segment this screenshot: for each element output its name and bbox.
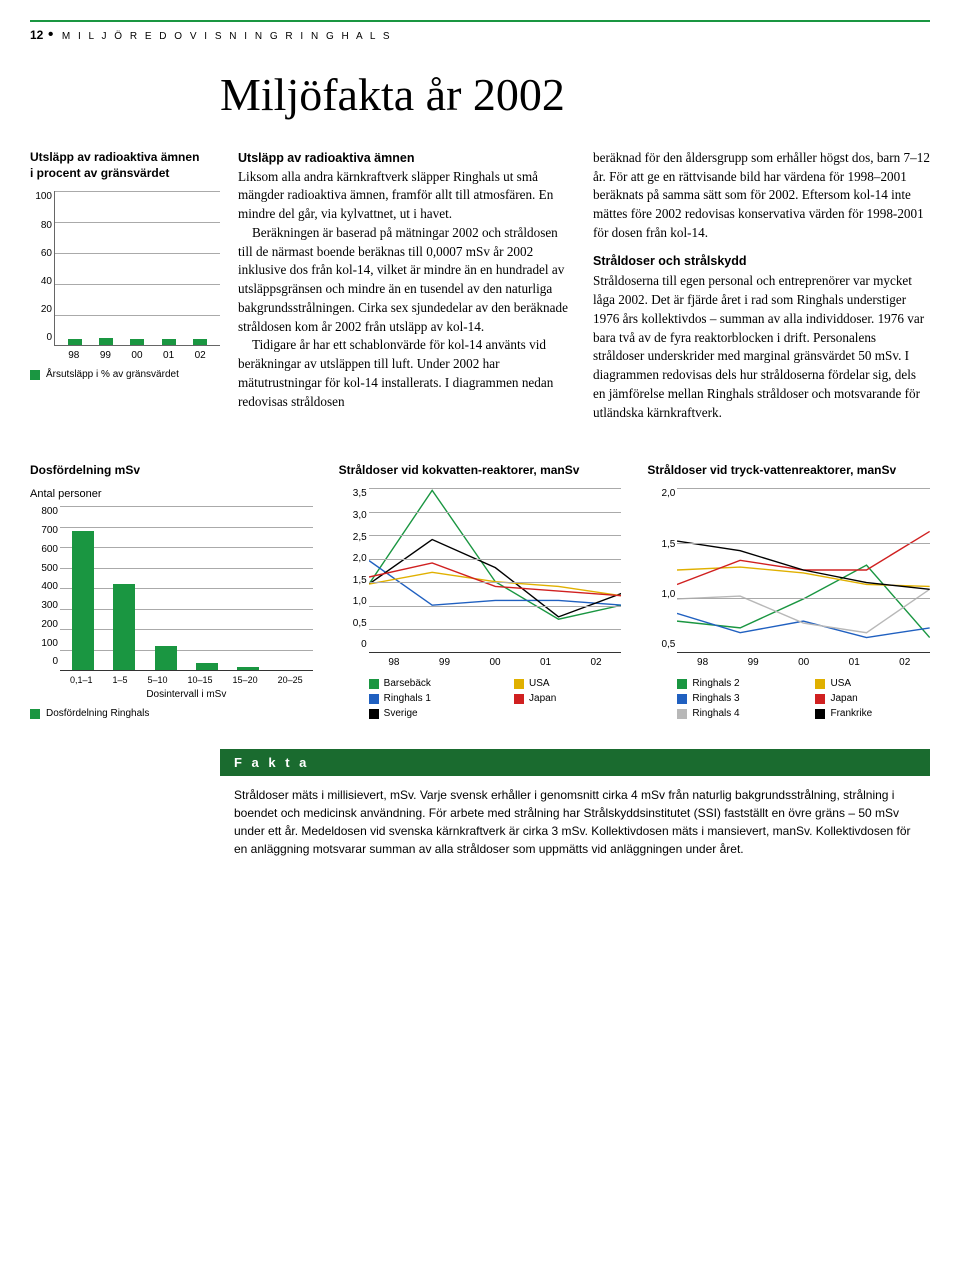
chart3-plotarea [369, 488, 622, 653]
running-title: M I L J Ö R E D O V I S N I N G R I N G … [62, 31, 392, 42]
chart4-yaxis: 2,01,51,00,5 [647, 488, 675, 650]
chart3-plot: 3,53,02,52,01,51,00,50 9899000102 [339, 488, 622, 668]
col1-heading: Utsläpp av radioaktiva ämnen [238, 151, 414, 165]
chart2-subtitle: Antal personer [30, 488, 313, 500]
chart2-plot: 8007006005004003002001000 0,1–11–55–1010… [30, 506, 313, 685]
chart3-title: Stråldoser vid kokvatten-reaktorer, manS… [339, 462, 622, 478]
chart2-legend: Dosfördelning Ringhals [30, 708, 313, 719]
chart1-title-l2: i procent av gränsvärdet [30, 166, 169, 180]
top-section: Utsläpp av radioaktiva ämnen i procent a… [30, 149, 930, 422]
chart2-yaxis: 8007006005004003002001000 [30, 506, 58, 667]
chart1-title: Utsläpp av radioaktiva ämnen i procent a… [30, 149, 220, 181]
chart3-xaxis: 9899000102 [369, 653, 622, 668]
chart3-svg [369, 488, 622, 652]
chart1-plot: 100806040200 9899000102 [30, 191, 220, 361]
legend-swatch [30, 370, 40, 380]
col1-p3: Tidigare år har ett schablonvärde för ko… [238, 337, 553, 408]
chart2-plotarea [60, 506, 313, 671]
body-col1: Utsläpp av radioaktiva ämnen Liksom alla… [238, 149, 575, 422]
page-root: 12 • M I L J Ö R E D O V I S N I N G R I… [0, 0, 960, 902]
chart4-container: Stråldoser vid tryck-vattenreaktorer, ma… [647, 462, 930, 719]
col2-heading: Stråldoser och strålskydd [593, 253, 930, 271]
running-head: 12 • M I L J Ö R E D O V I S N I N G R I… [30, 20, 930, 44]
chart3-container: Stråldoser vid kokvatten-reaktorer, manS… [339, 462, 622, 719]
chart4-legend: Ringhals 2USARinghals 3JapanRinghals 4Fr… [677, 678, 930, 719]
chart4-plotarea [677, 488, 930, 653]
chart1-legend-label: Årsutsläpp i % av gränsvärdet [46, 369, 179, 380]
chart2-legend-label: Dosfördelning Ringhals [46, 708, 149, 719]
chart2-container: Dosfördelning mSv Antal personer 8007006… [30, 462, 313, 719]
chart3-yaxis: 3,53,02,52,01,51,00,50 [339, 488, 367, 650]
chart1-legend: Årsutsläpp i % av gränsvärdet [30, 369, 220, 380]
bottom-charts: Dosfördelning mSv Antal personer 8007006… [30, 462, 930, 719]
col2-p1: beräknad för den åldersgrupp som erhålle… [593, 150, 930, 240]
chart1-title-l1: Utsläpp av radioaktiva ämnen [30, 150, 199, 164]
col1-p1: Liksom alla andra kärnkraftverk släpper … [238, 169, 553, 221]
bullet: • [48, 26, 54, 43]
facts-heading: F a k t a [220, 749, 930, 776]
chart2-title: Dosfördelning mSv [30, 462, 313, 478]
chart4-xaxis: 9899000102 [677, 653, 930, 668]
chart2-xaxis: 0,1–11–55–1010–1515–2020–25 [60, 671, 313, 685]
page-title: Miljöfakta år 2002 [220, 68, 930, 121]
chart4-svg [677, 488, 930, 652]
body-col2: beräknad för den åldersgrupp som erhålle… [593, 149, 930, 422]
chart1-yaxis: 100806040200 [30, 191, 52, 343]
col2-p2: Stråldoserna till egen personal och entr… [593, 273, 924, 419]
facts-text: Stråldoser mäts i millisievert, mSv. Var… [220, 776, 930, 872]
body-columns: Utsläpp av radioaktiva ämnen Liksom alla… [238, 149, 930, 422]
chart4-plot: 2,01,51,00,5 9899000102 [647, 488, 930, 668]
legend-swatch [30, 709, 40, 719]
chart1-xaxis: 9899000102 [54, 346, 220, 361]
chart1-container: Utsläpp av radioaktiva ämnen i procent a… [30, 149, 220, 422]
chart1-plotarea [54, 191, 220, 346]
col1-p2: Beräkningen är baserad på mätningar 2002… [238, 225, 568, 334]
chart2-xlabel: Dosintervall i mSv [60, 689, 313, 700]
chart4-title: Stråldoser vid tryck-vattenreaktorer, ma… [647, 462, 930, 478]
page-number: 12 [30, 28, 43, 42]
chart3-legend: BarsebäckUSARinghals 1JapanSverige [369, 678, 622, 719]
facts-box: F a k t a Stråldoser mäts i millisievert… [220, 749, 930, 872]
